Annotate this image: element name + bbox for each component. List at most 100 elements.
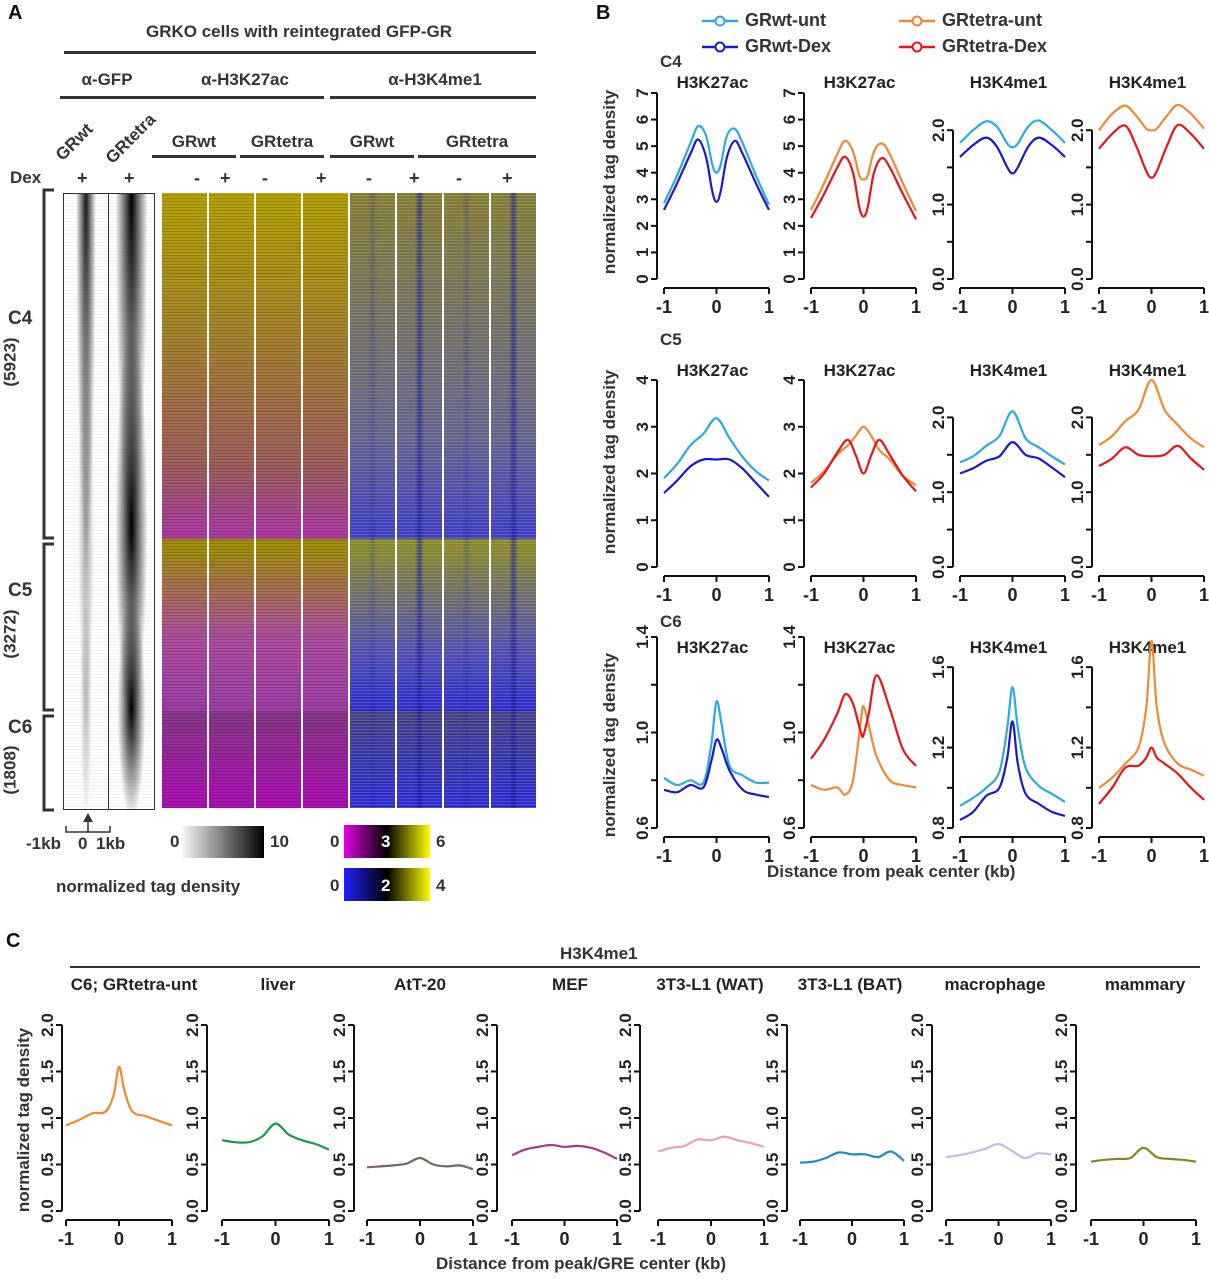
y-tick-label: 0.0: [908, 1199, 927, 1223]
y-tick-label: 0.6: [633, 816, 652, 840]
chart-title: H3K4me1: [1109, 361, 1187, 380]
series-line-grwt-dex: [959, 441, 1066, 479]
x-tick-label: 0: [1007, 297, 1017, 317]
x-tick-label: -1: [656, 585, 672, 605]
antibody-h3k27ac-label: α-H3K27ac: [201, 70, 289, 89]
chart-title: 3T3-L1 (BAT): [798, 975, 903, 994]
x-tick-label: 0: [706, 1229, 716, 1249]
x-tick-label: 0: [858, 846, 868, 866]
x-tick-label: -1: [803, 585, 819, 605]
y-tick-label: 1.4: [633, 625, 652, 649]
y-tick-label: 1: [780, 516, 799, 525]
heatmap-h3k4me1-col: [491, 193, 536, 808]
x-tick-label: 0: [993, 1229, 1003, 1249]
chart-title: macrophage: [944, 975, 1045, 994]
chart-title: 3T3-L1 (WAT): [656, 975, 763, 994]
group-h3k4me1-grwt: GRwt: [349, 132, 395, 151]
chart-b-4: H3K27ac 0 1 2 3 4 -1 0 1: [633, 361, 774, 605]
y-tick-label: 7: [633, 88, 652, 97]
group-h3k4me1-grtetra: GRtetra: [445, 132, 509, 151]
y-tick-label: 0: [633, 562, 652, 571]
chart-b-10: H3K4me1 0.8 1.2 1.6 -1 0 1: [929, 638, 1070, 866]
y-tick-label: 2: [633, 469, 652, 478]
x-tick-label: 0: [114, 1229, 124, 1249]
x-tick-label: -1: [952, 585, 968, 605]
chart-b-11: H3K4me1 0.8 1.2 1.6 -1 0 1: [1068, 638, 1209, 866]
series-line-grtetra-unt: [810, 425, 917, 487]
legend-marker-icon: [702, 15, 738, 27]
legend-label: GRwt-unt: [745, 10, 826, 30]
x-tick-label: 1: [911, 297, 921, 317]
y-tick-label: 0.0: [1068, 267, 1087, 291]
series-line-grtetra-dex: [1098, 444, 1205, 471]
y-tick-label: 0.5: [616, 1153, 635, 1177]
y-tick-label: 0.0: [38, 1199, 57, 1223]
x-tick-label: 1: [1199, 585, 1209, 605]
y-tick-label: 2.0: [929, 118, 948, 142]
y-tick-label: 0.8: [1068, 816, 1087, 840]
chart-title: mammary: [1105, 975, 1186, 994]
y-tick-label: 2.0: [1068, 406, 1087, 430]
gfp-scale-min: 0: [170, 832, 180, 851]
y-tick-label: 5: [633, 141, 652, 150]
series-line-grtetra-dex: [1098, 746, 1205, 805]
chart-title: H3K4me1: [970, 638, 1048, 657]
panel-a-letter: A: [8, 2, 23, 24]
antibody-gfp-label: α-GFP: [81, 70, 133, 89]
heatmap-gfp-grtetra: [108, 193, 155, 810]
y-tick-label: 1.0: [1052, 1106, 1071, 1130]
x-tick-label: -1: [803, 846, 819, 866]
series-line-grwt-unt: [663, 124, 771, 206]
y-tick-label: 0.0: [473, 1199, 492, 1223]
scale-label: normalized tag density: [56, 877, 241, 896]
dex-sign: +: [502, 168, 513, 188]
x-tick-label: -1: [504, 1229, 520, 1249]
x-tick-label: 0: [1146, 297, 1156, 317]
y-tick-label: 0.5: [1052, 1153, 1071, 1177]
y-tick-label: 1: [633, 248, 652, 257]
chart-c-13: liver 0.0 0.5 1.0 1.5 2.0 -1 0 1: [183, 975, 334, 1249]
group-rule: [240, 155, 324, 158]
y-tick-label: 1.5: [616, 1060, 635, 1084]
series-line-liver: [221, 1122, 330, 1151]
chart-title: H3K27ac: [677, 73, 749, 92]
chart-b-2: H3K4me1 0.0 1.0 2.0 -1 0 1: [929, 73, 1070, 317]
series-line-grtetra-dex: [810, 674, 917, 767]
y-tick-label: 2: [633, 221, 652, 230]
x-tick-label: 0: [270, 1229, 280, 1249]
y-tick-label: 2.0: [1068, 118, 1087, 142]
y-tick-label: 0.0: [616, 1199, 635, 1223]
x-tick-label: -1: [650, 1229, 666, 1249]
series-line-3t3-l1-bat-: [799, 1150, 905, 1164]
chart-title: H3K27ac: [824, 73, 896, 92]
x-tick-label: -1: [803, 297, 819, 317]
y-tick-label: 2: [780, 221, 799, 230]
x-tick-label: -1: [656, 297, 672, 317]
series-line-grtetra-dex: [810, 438, 917, 493]
h3k27ac-color-scale: [344, 825, 430, 858]
x-tick-label: 1: [1199, 297, 1209, 317]
y-tick-label: 3: [633, 195, 652, 204]
bracket-c6: [42, 714, 54, 812]
y-tick-label: 0: [780, 274, 799, 283]
y-tick-label: 2.0: [929, 406, 948, 430]
series-line-grtetra-unt: [1098, 378, 1205, 449]
chart-b-3: H3K4me1 0.0 1.0 2.0 -1 0 1: [1068, 73, 1209, 317]
x-tick-label: 1: [1060, 297, 1070, 317]
series-line-c6-grtetra-unt: [65, 1065, 173, 1127]
series-line-grtetra-unt: [810, 704, 917, 796]
xaxis-left: -1kb: [26, 834, 61, 853]
series-line-grtetra-dex: [1098, 123, 1205, 179]
y-tick-label: 1.0: [1068, 193, 1087, 217]
x-tick-label: 1: [764, 297, 774, 317]
x-tick-label: -1: [1091, 846, 1107, 866]
x-tick-label: -1: [1091, 297, 1107, 317]
x-tick-label: 1: [1191, 1229, 1201, 1249]
y-tick-label: 0.0: [330, 1199, 349, 1223]
series-line-mammary: [1090, 1146, 1197, 1163]
h3k4me1-scale-min: 0: [330, 876, 340, 895]
series-line-grtetra-unt: [1098, 103, 1205, 132]
x-tick-label: 0: [559, 1229, 569, 1249]
y-tick-label: 0.0: [929, 267, 948, 291]
chart-title: liver: [261, 975, 296, 994]
